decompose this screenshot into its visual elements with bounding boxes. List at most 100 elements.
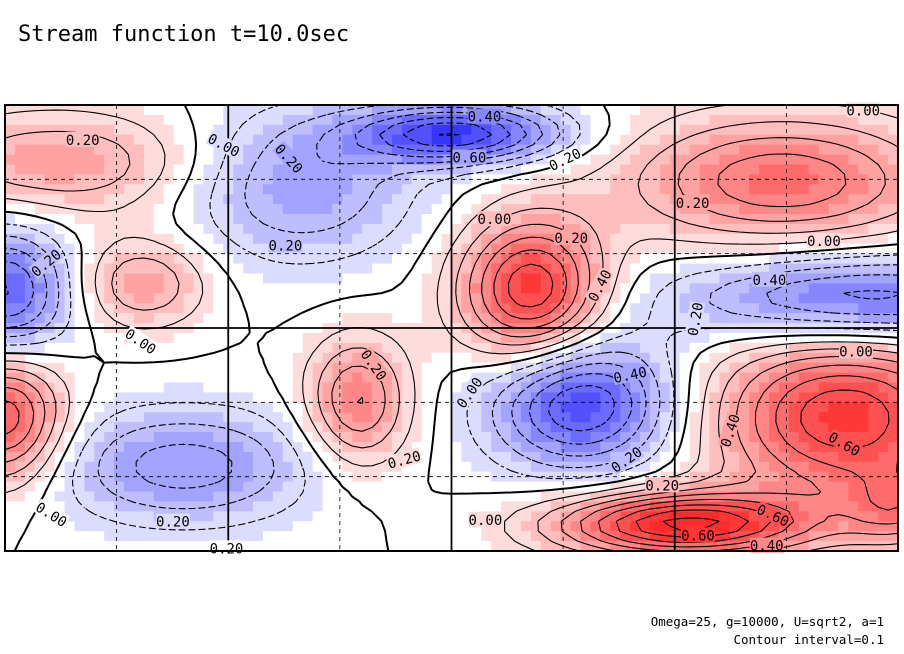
field-cell bbox=[649, 253, 661, 265]
field-cell bbox=[352, 124, 363, 136]
field-cell bbox=[203, 412, 214, 423]
field-cell bbox=[173, 342, 185, 354]
field-cell bbox=[719, 412, 730, 423]
field-cell bbox=[610, 253, 621, 265]
field-cell bbox=[302, 481, 314, 493]
field-cell bbox=[749, 293, 760, 304]
field-cell bbox=[689, 521, 701, 532]
field-cell bbox=[302, 273, 314, 284]
contour-label-background bbox=[155, 513, 190, 529]
field-cell bbox=[471, 471, 482, 483]
field-cell bbox=[570, 362, 582, 374]
grid-layer bbox=[5, 105, 898, 551]
field-cell bbox=[391, 332, 403, 344]
field-cell bbox=[689, 441, 701, 453]
field-cell bbox=[401, 214, 413, 225]
field-cell bbox=[213, 362, 224, 374]
field-cell bbox=[243, 214, 254, 225]
field-cell bbox=[382, 134, 393, 146]
field-cell bbox=[332, 461, 343, 473]
field-cell bbox=[54, 283, 66, 294]
field-cell bbox=[530, 362, 542, 374]
field-cell bbox=[590, 352, 601, 364]
field-cell bbox=[471, 273, 482, 284]
field-cell bbox=[759, 392, 770, 403]
field-cell bbox=[709, 233, 720, 245]
field-cell bbox=[64, 342, 76, 354]
field-cell bbox=[44, 342, 56, 354]
field-cell bbox=[114, 194, 125, 205]
field-cell bbox=[253, 243, 264, 255]
field-cell bbox=[798, 382, 810, 394]
field-cell bbox=[163, 114, 175, 126]
contour-label: 0.00 bbox=[839, 343, 873, 361]
field-cell bbox=[391, 204, 403, 215]
field-cell bbox=[114, 134, 125, 146]
field-cell bbox=[312, 214, 324, 225]
field-cell bbox=[401, 332, 413, 344]
field-cell bbox=[640, 342, 651, 354]
field-cell bbox=[699, 214, 711, 225]
field-cell bbox=[203, 114, 214, 126]
field-cell bbox=[749, 114, 760, 126]
field-cell bbox=[14, 273, 26, 284]
field-cell bbox=[778, 332, 790, 344]
field-cell bbox=[44, 194, 56, 205]
field-cell bbox=[520, 392, 532, 403]
field-cell bbox=[778, 263, 790, 275]
field-cell bbox=[471, 501, 482, 512]
field-cell bbox=[24, 303, 36, 314]
field-cell bbox=[501, 293, 512, 304]
field-cell bbox=[44, 332, 56, 344]
field-cell bbox=[530, 511, 542, 522]
field-cell bbox=[788, 521, 800, 532]
field-cell bbox=[94, 293, 105, 304]
contour-label-background bbox=[453, 374, 485, 411]
field-cell bbox=[322, 541, 334, 551]
field-cell bbox=[649, 134, 661, 146]
field-cell bbox=[719, 273, 730, 284]
field-cell bbox=[114, 204, 125, 215]
field-cell bbox=[848, 263, 859, 275]
field-cell bbox=[560, 204, 572, 215]
field-cell bbox=[372, 432, 383, 443]
field-cell bbox=[54, 233, 66, 245]
field-cell bbox=[401, 461, 413, 473]
field-cell bbox=[44, 293, 56, 304]
field-cell bbox=[272, 432, 284, 443]
field-cell bbox=[769, 332, 780, 344]
field-cell bbox=[74, 432, 85, 443]
field-cell bbox=[24, 392, 36, 403]
field-cell bbox=[411, 422, 423, 433]
field-cell bbox=[302, 144, 314, 156]
field-cell bbox=[759, 154, 770, 166]
field-cell bbox=[163, 362, 175, 374]
field-cell bbox=[382, 342, 393, 354]
field-cell bbox=[441, 313, 453, 324]
field-cell bbox=[520, 293, 532, 304]
field-cell bbox=[183, 214, 195, 225]
field-cell bbox=[630, 124, 641, 136]
contour-label-text: 0.00 bbox=[846, 103, 880, 119]
field-cell bbox=[302, 392, 314, 403]
field-cell bbox=[679, 134, 691, 146]
field-cell bbox=[183, 223, 195, 235]
field-cell bbox=[173, 501, 185, 512]
field-cell bbox=[570, 342, 582, 354]
field-cell bbox=[471, 392, 482, 403]
field-cell bbox=[739, 501, 750, 512]
field-cell bbox=[133, 293, 145, 304]
field-cell bbox=[868, 531, 879, 542]
field-cell bbox=[659, 283, 671, 294]
field-cell bbox=[292, 481, 304, 493]
field-cell bbox=[520, 402, 532, 413]
field-cell bbox=[262, 273, 274, 284]
field-cell bbox=[818, 114, 830, 126]
field-cell bbox=[739, 461, 750, 473]
field-cell bbox=[828, 531, 840, 542]
field-cell bbox=[243, 204, 254, 215]
field-cell bbox=[769, 214, 780, 225]
field-cell bbox=[540, 154, 552, 166]
field-cell bbox=[14, 402, 26, 413]
field-cell bbox=[143, 481, 155, 493]
